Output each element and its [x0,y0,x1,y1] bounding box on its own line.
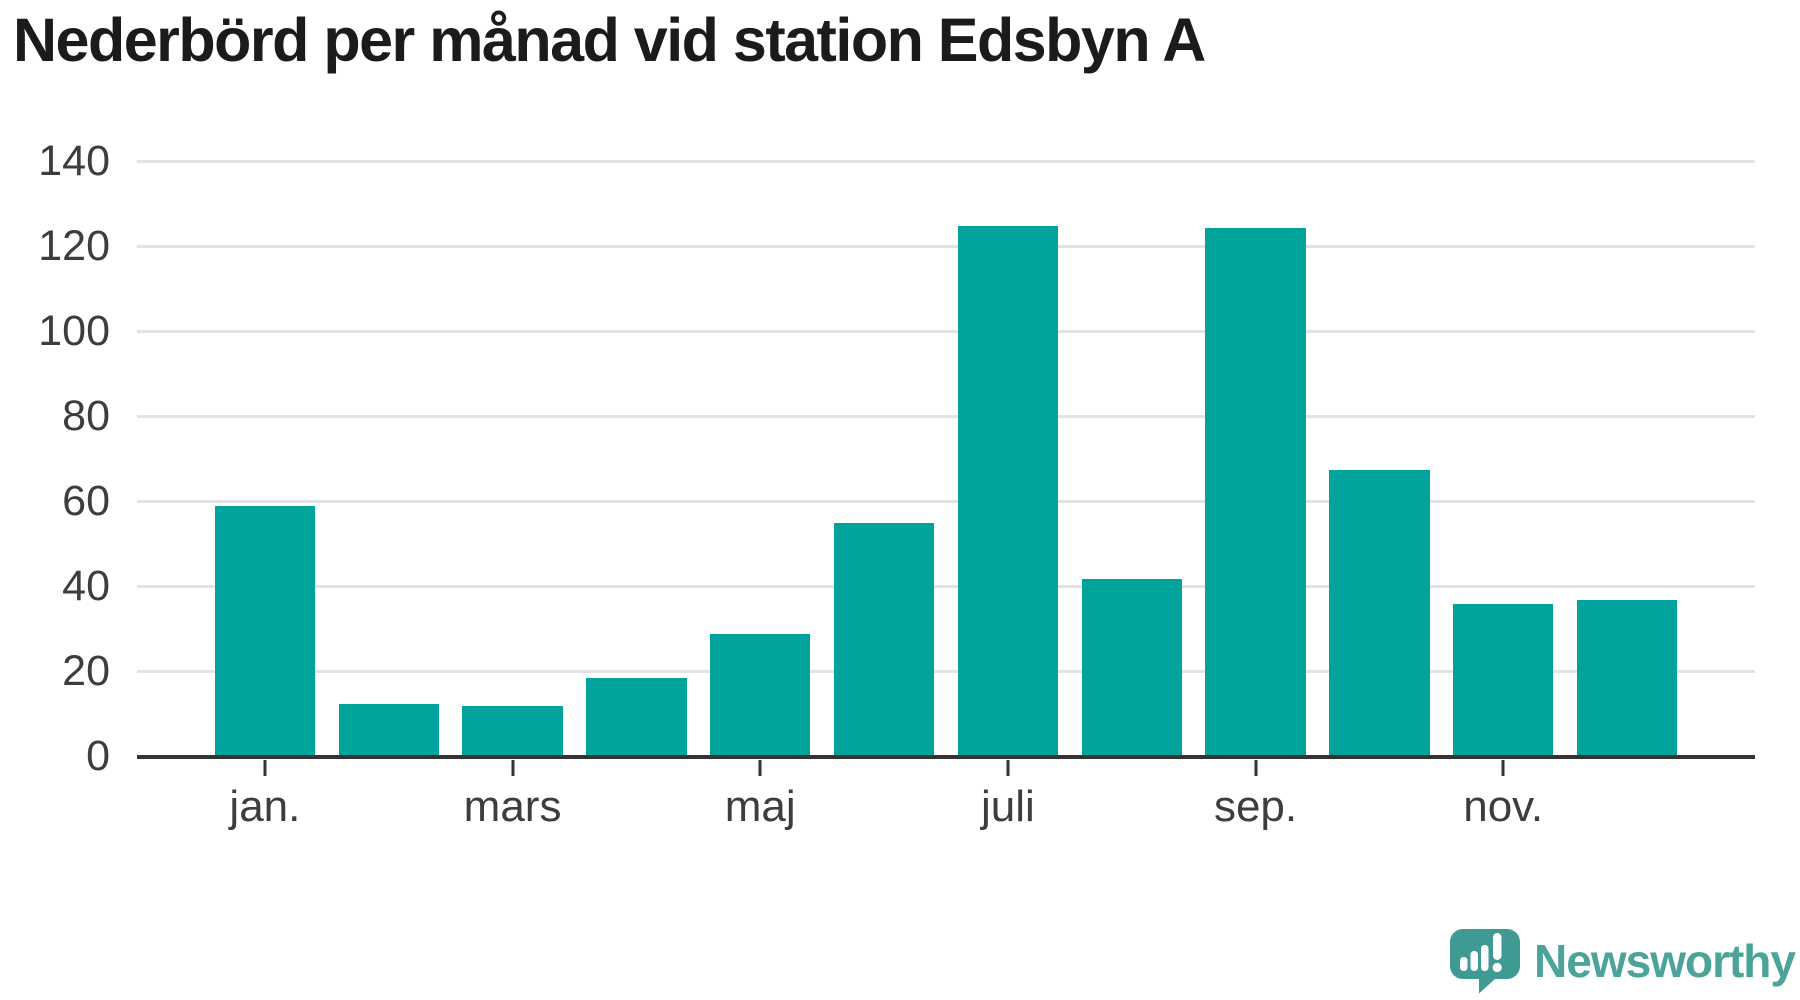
bars-layer [137,162,1755,757]
y-tick-label-0: 0 [86,732,110,781]
x-slot-jan.: jan. [203,757,327,832]
x-tick-juli [1006,760,1010,776]
gridline-60 [137,500,1755,503]
newsworthy-speech-bubble-icon [1450,929,1521,994]
chart-title: Nederbörd per månad vid station Edsbyn A [13,6,1206,74]
plot-area: 0 20 40 60 80 100 120 140 jan. mars maj juli sep. no… [38,140,1755,831]
x-tick-nov. [1501,760,1505,776]
x-slot-apr. [574,757,698,832]
bar-slot-juli [946,162,1070,757]
x-slot-sep.: sep. [1194,757,1318,832]
bar-slot-jan. [203,162,327,757]
gridline-100 [137,330,1755,333]
x-slot-juni [822,757,946,832]
x-axis-ticks: jan. mars maj juli sep. nov. [137,757,1755,832]
bar-feb. [338,703,439,757]
bar-slot-dec. [1565,162,1689,757]
bar-nov. [1453,604,1554,757]
bar-sep. [1205,227,1306,757]
gridline-40 [137,585,1755,588]
bar-maj [710,633,811,757]
bar-juli [957,225,1059,757]
y-tick-label-60: 60 [62,477,110,526]
bar-slot-sep. [1194,162,1318,757]
bar-mars [462,706,563,757]
x-slot-juli: juli [946,757,1070,832]
x-slot-feb. [327,757,451,832]
y-tick-label-40: 40 [62,562,110,611]
x-slot-maj: maj [698,757,822,832]
gridline-20 [137,670,1755,673]
y-tick-label-80: 80 [62,392,110,441]
x-tick-label-jan.: jan. [229,782,301,831]
x-slot-mars: mars [451,757,575,832]
gridline-140 [137,160,1755,163]
bar-dec. [1576,599,1678,757]
bar-slot-maj [698,162,822,757]
x-tick-label-sep.: sep. [1213,782,1298,831]
bar-juni [833,523,935,757]
bar-slot-aug. [1070,162,1194,757]
x-tick-jan. [263,760,267,776]
x-axis-line [137,755,1755,759]
bar-jan. [214,506,316,757]
bar-slot-apr. [574,162,698,757]
x-slot-okt. [1317,757,1441,832]
x-tick-sep. [1254,760,1258,776]
y-tick-label-120: 120 [38,222,110,271]
x-tick-label-mars: mars [463,782,562,831]
newsworthy-logo: Newsworthy [1449,928,1796,994]
bar-apr. [586,678,687,757]
bar-slot-feb. [327,162,451,757]
x-tick-label-nov.: nov. [1463,782,1544,831]
gridline-80 [137,415,1755,418]
y-tick-label-20: 20 [62,647,110,696]
x-slot-nov.: nov. [1441,757,1565,832]
x-slot-aug. [1070,757,1194,832]
y-tick-label-140: 140 [38,137,110,186]
bar-slot-nov. [1441,162,1565,757]
newsworthy-wordmark: Newsworthy [1534,935,1796,987]
x-tick-label-juli: juli [980,782,1035,831]
bar-slot-mars [451,162,575,757]
bar-aug. [1081,578,1182,757]
bar-slot-juni [822,162,946,757]
bar-slot-okt. [1317,162,1441,757]
bar-okt. [1329,470,1430,757]
gridline-120 [137,245,1755,248]
x-tick-mars [511,760,515,776]
x-tick-label-maj: maj [724,782,796,831]
x-tick-maj [758,760,762,776]
y-tick-label-100: 100 [38,307,110,356]
x-slot-dec. [1565,757,1689,832]
